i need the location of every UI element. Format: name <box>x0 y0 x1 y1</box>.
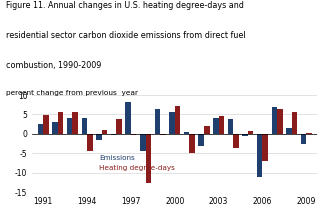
Bar <box>131 134 137 135</box>
Bar <box>116 119 122 134</box>
Bar <box>140 134 146 151</box>
Bar <box>301 134 306 144</box>
Bar <box>146 134 151 183</box>
Bar <box>43 115 49 134</box>
Bar <box>155 109 160 134</box>
Bar <box>228 119 233 134</box>
Bar <box>58 112 63 134</box>
Bar <box>263 134 268 161</box>
Bar <box>219 116 224 134</box>
Bar <box>67 118 72 134</box>
Bar <box>175 106 180 134</box>
Bar <box>87 134 93 151</box>
Bar <box>292 112 297 134</box>
Bar <box>125 102 131 134</box>
Bar <box>257 134 263 177</box>
Bar <box>96 134 102 140</box>
Text: combustion, 1990-2009: combustion, 1990-2009 <box>6 61 102 70</box>
Bar <box>169 112 175 134</box>
Bar <box>160 134 166 135</box>
Bar <box>72 112 78 134</box>
Bar <box>248 131 254 134</box>
Bar <box>184 132 189 134</box>
Bar <box>213 118 219 134</box>
Bar <box>189 134 195 153</box>
Bar <box>81 118 87 134</box>
Bar <box>277 109 283 134</box>
Bar <box>198 134 204 146</box>
Text: Figure 11. Annual changes in U.S. heating degree-days and: Figure 11. Annual changes in U.S. heatin… <box>6 1 244 10</box>
Text: Heating degree-days: Heating degree-days <box>99 165 175 171</box>
Bar <box>233 134 239 148</box>
Bar <box>306 133 312 134</box>
Bar <box>111 134 116 135</box>
Bar <box>242 134 248 136</box>
Bar <box>286 128 292 134</box>
Bar <box>204 126 210 134</box>
Bar <box>52 122 58 134</box>
Bar <box>272 107 277 134</box>
Text: Emissions: Emissions <box>99 155 135 161</box>
Text: percent change from previous  year: percent change from previous year <box>6 90 139 95</box>
Bar <box>102 130 107 134</box>
Text: residential sector carbon dioxide emissions from direct fuel: residential sector carbon dioxide emissi… <box>6 31 246 40</box>
Bar <box>38 124 43 134</box>
